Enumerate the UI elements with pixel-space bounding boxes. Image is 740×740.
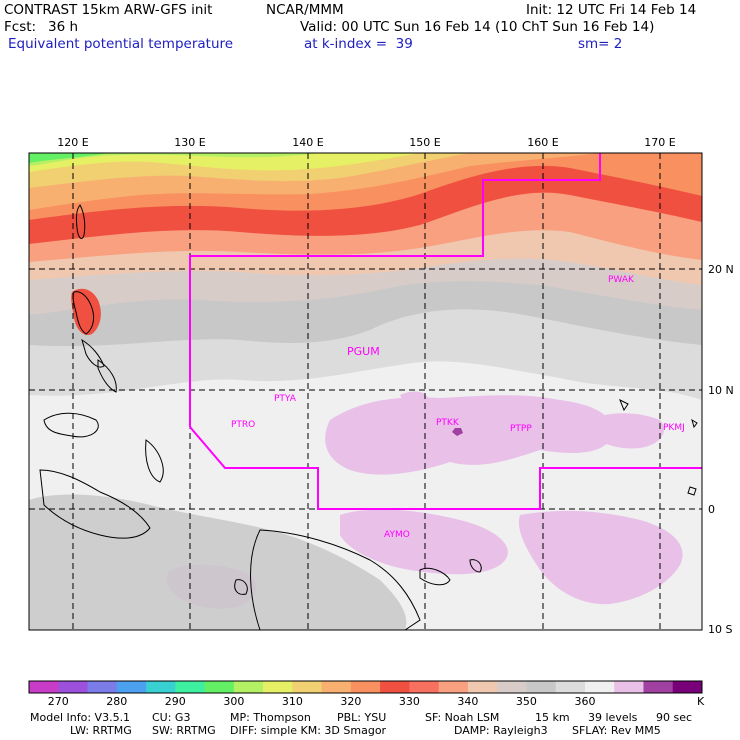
- stations: PWAK PGUM PTYA PTRO PTKK PTPP PKMJ AYMO: [231, 275, 685, 540]
- station-ptya: PTYA: [274, 394, 297, 404]
- colorbar-tick-label: 300: [223, 695, 244, 708]
- colorbar-swatch: [526, 681, 557, 693]
- longwave-scheme: LW: RRTMG: [70, 724, 132, 737]
- colorbar-swatch: [292, 681, 323, 693]
- colorbar-swatch: [204, 681, 235, 693]
- colorbar-swatch: [58, 681, 89, 693]
- lat-label: 10 N: [708, 384, 734, 397]
- colorbar-frame: [28, 680, 703, 694]
- time-step: 90 sec: [656, 711, 693, 724]
- init-time: Init: 12 UTC Fri 14 Feb 14: [526, 2, 697, 18]
- model-info: Model Info: V3.5.1: [30, 711, 131, 724]
- colorbar: [28, 680, 703, 694]
- microphysics-scheme: MP: Thompson: [230, 711, 311, 724]
- station-pwak: PWAK: [608, 275, 635, 285]
- lon-label: 120 E: [57, 136, 88, 149]
- theta-e-field: [29, 153, 702, 630]
- lon-label: 150 E: [409, 136, 440, 149]
- colorbar-swatch: [409, 681, 440, 693]
- surface-layer-scheme: SFLAY: Rev MM5: [572, 724, 661, 737]
- station-aymo: AYMO: [384, 530, 410, 540]
- colorbar-swatch: [555, 681, 586, 693]
- lon-label: 140 E: [292, 136, 323, 149]
- organization: NCAR/MMM: [266, 2, 344, 18]
- colorbar-ticks: 270 280 290 300 310 320 330 340 350 360: [48, 695, 596, 708]
- graticule: [29, 153, 702, 630]
- colorbar-unit: K: [697, 695, 705, 708]
- lat-label: 20 N: [708, 263, 734, 276]
- valid-time: Valid: 00 UTC Sun 16 Feb 14 (10 ChT Sun …: [300, 19, 655, 35]
- lon-label: 160 E: [527, 136, 558, 149]
- lat-label: 0: [708, 503, 715, 516]
- colorbar-swatch: [438, 681, 469, 693]
- colorbar-swatch: [584, 681, 615, 693]
- field-name: Equivalent potential temperature: [8, 36, 234, 52]
- colorbar-swatch: [497, 681, 527, 693]
- diffusion-scheme: DIFF: simple KM: 3D Smagor: [230, 724, 387, 737]
- colorbar-swatch: [263, 681, 293, 693]
- colorbar-swatch: [146, 681, 176, 693]
- station-ptpp: PTPP: [510, 424, 532, 434]
- colorbar-swatch: [350, 681, 381, 693]
- map-frame: [28, 152, 703, 631]
- lat-label: 10 S: [708, 623, 732, 636]
- colorbar-swatch: [175, 681, 206, 693]
- level-index: at k-index = 39: [304, 36, 413, 52]
- colorbar-tick-label: 340: [457, 695, 478, 708]
- station-ptkk: PTKK: [436, 418, 460, 428]
- station-pgum: PGUM: [347, 345, 380, 358]
- resolution: 15 km: [535, 711, 570, 724]
- colorbar-tick-label: 350: [516, 695, 537, 708]
- colorbar-swatch: [672, 681, 703, 693]
- colorbar-tick-label: 290: [165, 695, 186, 708]
- colorbar-swatch: [614, 681, 644, 693]
- station-ptro: PTRO: [231, 420, 255, 430]
- colorbar-tick-label: 320: [340, 695, 361, 708]
- colorbar-swatch: [116, 681, 147, 693]
- colorbar-swatch: [643, 681, 674, 693]
- colorbar-swatch: [233, 681, 264, 693]
- colorbar-swatch: [29, 681, 59, 693]
- eez-boundary-line: [189, 426, 702, 510]
- colorbar-swatch: [467, 681, 498, 693]
- lon-label: 170 E: [644, 136, 675, 149]
- pbl-scheme: PBL: YSU: [337, 711, 387, 724]
- vertical-levels: 39 levels: [588, 711, 638, 724]
- colorbar-tick-label: 270: [48, 695, 69, 708]
- coastlines: [39, 204, 698, 630]
- colorbar-tick-label: 330: [399, 695, 420, 708]
- damping-scheme: DAMP: Rayleigh3: [454, 724, 548, 737]
- colorbar-tick-label: 280: [106, 695, 127, 708]
- colorbar-swatch: [380, 681, 410, 693]
- colorbar-swatch: [321, 681, 352, 693]
- surface-scheme: SF: Noah LSM: [425, 711, 500, 724]
- eez-boundary-line: [189, 153, 601, 427]
- colorbar-swatch: [87, 681, 118, 693]
- forecast-label: Fcst:: [4, 19, 37, 35]
- shortwave-scheme: SW: RRTMG: [152, 724, 216, 737]
- smoothing: sm= 2: [578, 36, 623, 52]
- station-pkmj: PKMJ: [663, 423, 685, 433]
- lon-label: 130 E: [174, 136, 205, 149]
- colorbar-tick-label: 310: [282, 695, 303, 708]
- colorbar-tick-label: 360: [574, 695, 595, 708]
- forecast-hour: 36 h: [48, 19, 79, 35]
- cumulus-scheme: CU: G3: [152, 711, 191, 724]
- model-title: CONTRAST 15km ARW-GFS init: [4, 2, 213, 18]
